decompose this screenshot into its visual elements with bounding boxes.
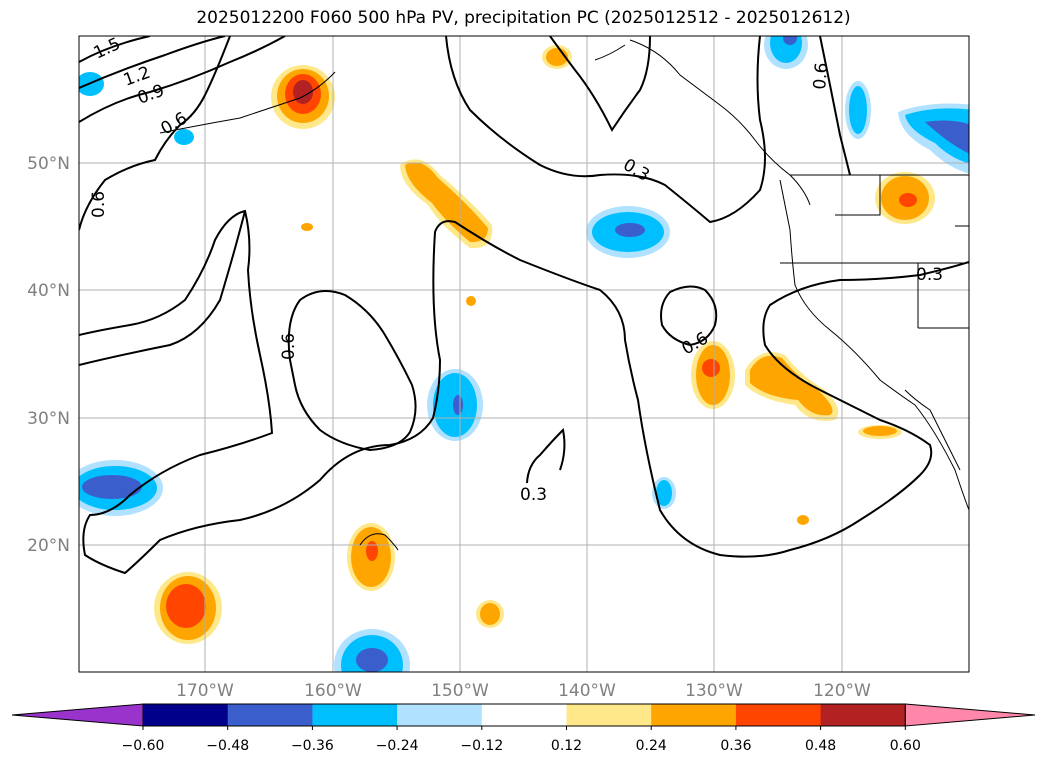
colorbar-outline	[142, 703, 906, 727]
colorbar-tick-label: 0.60	[890, 738, 921, 754]
lat-label: 40°N	[27, 281, 70, 301]
lon-label: 150°W	[431, 681, 489, 701]
colorbar-tick-label: 0.48	[805, 738, 836, 754]
contour-label: 0.6	[89, 191, 109, 218]
colorbar-tick-label: −0.48	[206, 738, 249, 754]
colorbar-segment	[227, 704, 313, 726]
pv-contours	[79, 36, 969, 575]
lon-label: 120°W	[813, 681, 871, 701]
colorbar-tick-label: 0.24	[636, 738, 667, 754]
lon-label: 160°W	[304, 681, 362, 701]
lon-label: 130°W	[685, 681, 743, 701]
colorbar-tick-label: 0.12	[551, 738, 582, 754]
lon-labels: 170°W 160°W 150°W 140°W 130°W 120°W	[176, 681, 871, 701]
colorbar-tick-label: 0.36	[720, 738, 751, 754]
colorbar-segment	[566, 704, 652, 726]
colorbar-extend-low	[11, 703, 144, 727]
lat-labels: 50°N 40°N 30°N 20°N	[27, 154, 70, 556]
contour-label: 0.3	[916, 265, 943, 285]
colorbar-tick-label: −0.60	[122, 738, 165, 754]
lon-label: 170°W	[176, 681, 234, 701]
colorbar: −0.60 −0.48 −0.36 −0.24 −0.12 0.12 0.24 0.36 0.4…	[11, 703, 1036, 754]
map-title: 2025012200 F060 500 hPa PV, precipitatio…	[196, 8, 851, 28]
colorbar-segment	[481, 704, 567, 726]
map-frame	[78, 35, 970, 673]
contour-label: 0.6	[810, 62, 832, 91]
contour-label: 0.3	[520, 485, 547, 505]
colorbar-tick-label: −0.24	[376, 738, 419, 754]
lat-label: 50°N	[27, 154, 70, 174]
colorbar-segment	[651, 704, 737, 726]
colorbar-segment	[312, 704, 398, 726]
map-panel	[79, 36, 969, 672]
colorbar-segment	[820, 704, 906, 726]
lat-label: 20°N	[27, 536, 70, 556]
colorbar-tick-label: −0.36	[291, 738, 334, 754]
coastlines	[159, 39, 969, 551]
colorbar-segment	[735, 704, 822, 726]
colorbar-tick-label: −0.12	[460, 738, 503, 754]
colorbar-segment	[143, 704, 229, 726]
colorbar-extend-high	[904, 703, 1036, 727]
lon-label: 140°W	[558, 681, 616, 701]
contour-label: 0.6	[279, 333, 299, 360]
colorbar-segment	[397, 704, 483, 726]
lat-label: 30°N	[27, 409, 70, 429]
